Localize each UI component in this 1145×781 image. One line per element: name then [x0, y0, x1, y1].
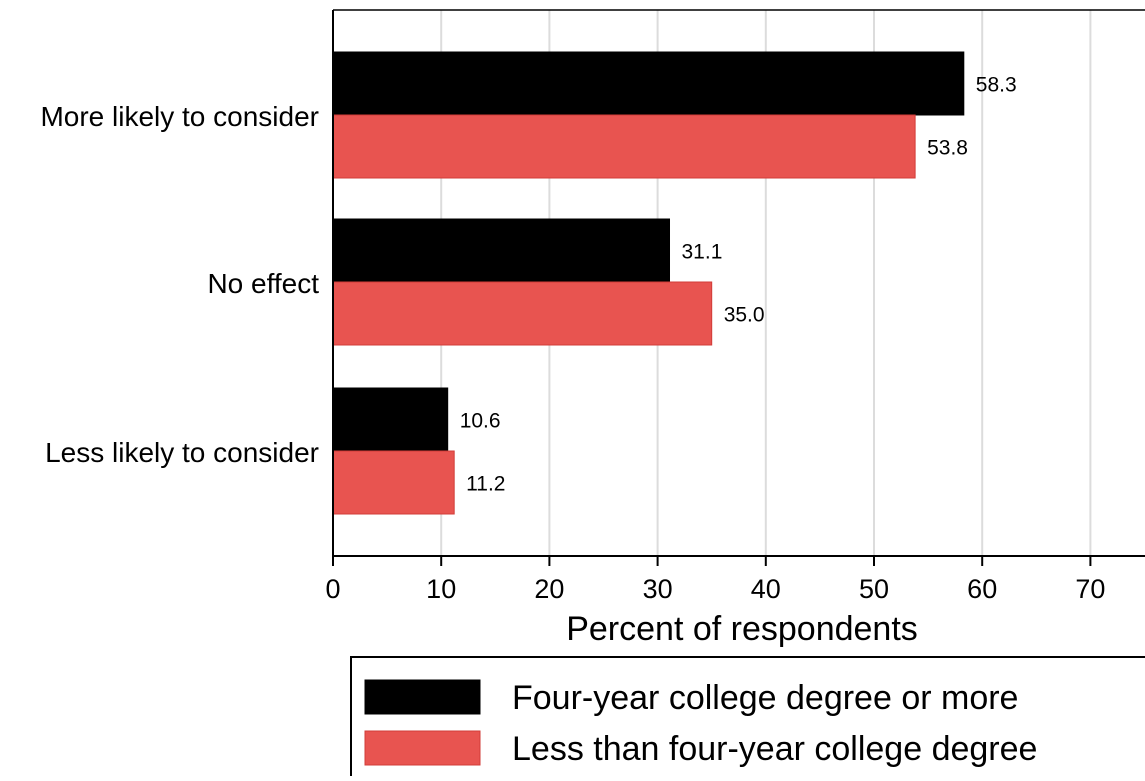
x-tick-label: 50	[859, 574, 889, 604]
x-axis-label: Percent of respondents	[566, 610, 918, 648]
x-tick-label: 60	[967, 574, 997, 604]
bar	[332, 114, 916, 179]
x-tick-label: 20	[534, 574, 564, 604]
legend-swatch	[364, 679, 481, 715]
legend-box	[350, 656, 1145, 781]
bar	[332, 387, 449, 452]
bar	[332, 281, 713, 346]
legend-swatch	[364, 730, 481, 766]
category-label: More likely to consider	[40, 101, 319, 132]
bar	[332, 218, 671, 283]
x-tick-label: 40	[751, 574, 781, 604]
category-label: Less likely to consider	[45, 437, 319, 468]
x-tick-label: 30	[643, 574, 673, 604]
bar	[332, 450, 455, 515]
data-label: 58.3	[976, 74, 1017, 97]
data-label: 35.0	[724, 304, 765, 327]
data-label: 31.1	[682, 241, 723, 264]
bars: 58.3 53.8 31.1 35.0 10.6 11.2	[332, 51, 1017, 515]
bar	[332, 51, 965, 116]
legend-label: Less than four-year college degree	[512, 730, 1037, 768]
x-tick-label: 70	[1075, 574, 1105, 604]
legend-label: Four-year college degree or more	[512, 679, 1018, 717]
legend: Four-year college degree or more Less tha…	[350, 656, 1145, 781]
x-tick-label: 0	[325, 574, 340, 604]
category-label: No effect	[207, 268, 319, 299]
data-label: 53.8	[927, 137, 968, 160]
data-label: 10.6	[460, 410, 501, 433]
x-tick-label: 10	[426, 574, 456, 604]
axes: Percent of respondents More likely to co…	[40, 9, 1145, 648]
data-label: 11.2	[466, 473, 505, 496]
